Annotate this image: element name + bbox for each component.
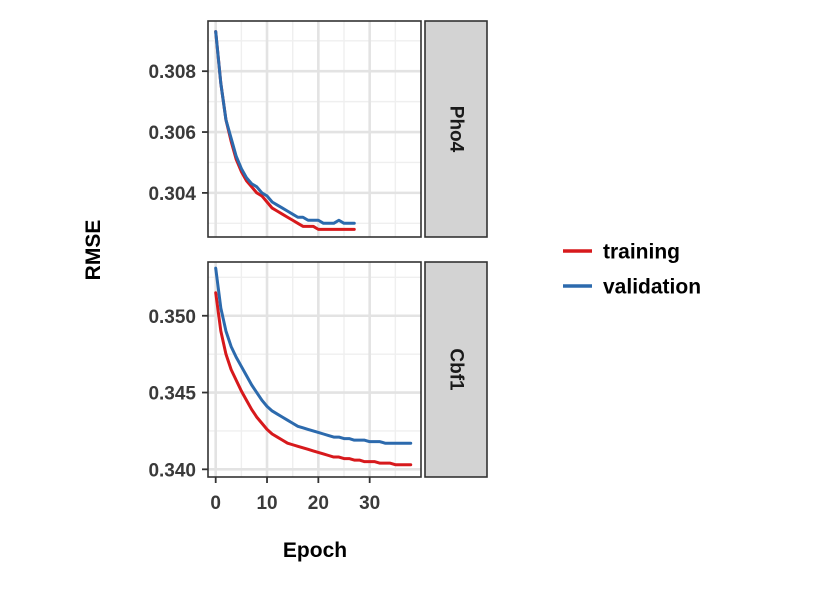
series-line-training	[214, 291, 413, 467]
y-tick-label: 0.340	[148, 460, 196, 481]
x-axis-title: Epoch	[283, 539, 347, 562]
facet-strip-label: Pho4	[446, 106, 467, 153]
x-tick-label: 30	[359, 493, 380, 514]
x-tick-label: 20	[308, 493, 329, 514]
series-line-validation	[214, 30, 356, 225]
facet-strip	[424, 261, 488, 478]
legend: training validation	[563, 241, 701, 299]
facet-strip	[424, 20, 488, 238]
panel-background	[208, 21, 421, 237]
y-tick-label: 0.350	[148, 307, 196, 328]
y-tick-label: 0.304	[148, 184, 196, 205]
y-tick-label: 0.306	[148, 123, 196, 144]
series-line-validation	[214, 266, 413, 445]
panel-cbf1: 0.340 0.345 0.350 Cbf1	[148, 261, 488, 481]
y-tick-label: 0.308	[148, 62, 196, 83]
legend-label-training: training	[603, 241, 680, 264]
y-tick-label: 0.345	[148, 384, 196, 405]
panel-pho4: 0.304 0.306 0.308 Pho4	[148, 20, 488, 238]
x-axis: 0 10 20 30	[210, 477, 380, 514]
panel-border	[207, 261, 422, 478]
facet-strip-label: Cbf1	[446, 348, 467, 391]
panel-border	[207, 20, 422, 238]
legend-label-validation: validation	[603, 276, 701, 299]
x-tick-label: 0	[210, 493, 221, 514]
y-axis-title: RMSE	[82, 220, 105, 281]
panels: 0.304 0.306 0.308 Pho4 0.340 0.345 0.350 Cbf1	[148, 20, 488, 481]
panel-background	[208, 262, 421, 477]
x-tick-label: 10	[256, 493, 277, 514]
